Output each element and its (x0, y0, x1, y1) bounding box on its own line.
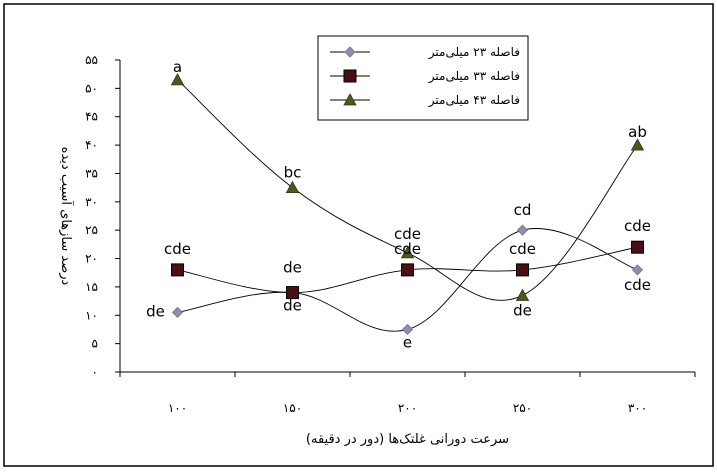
legend-label-23mm: فاصله ۲۳ میلی‌متر (428, 45, 520, 60)
data-label-23mm: e (403, 333, 412, 351)
data-point-43mm (515, 288, 530, 301)
data-point-33mm (516, 263, 529, 277)
y-tick-label: ۴۵ (85, 110, 98, 124)
y-tick-label: ۳۵ (85, 166, 98, 180)
x-tick-label: ۲۰۰ (398, 401, 417, 415)
data-label-43mm: cde (394, 225, 421, 243)
y-tick-label: ۲۰ (85, 252, 98, 266)
x-tick-label: ۱۵۰ (283, 401, 302, 415)
y-tick-label: ۵۵ (85, 53, 98, 67)
data-point-43mm (400, 246, 415, 259)
data-point-43mm (170, 73, 185, 86)
data-label-43mm: de (513, 301, 532, 319)
y-tick-label: ۵ (92, 337, 98, 351)
data-label-23mm: de (146, 302, 165, 320)
y-tick-label: ۱۰ (85, 308, 98, 322)
y-tick-label: ۵۰ (85, 81, 98, 95)
data-point-43mm (285, 180, 300, 194)
y-tick-label: ۴۰ (85, 138, 98, 152)
legend-label-43mm: فاصله ۴۳ میلی‌متر (428, 93, 520, 108)
legend-marker-33mm (343, 69, 357, 83)
data-point-23mm (516, 224, 529, 236)
data-label-33mm: de (283, 259, 302, 277)
legend-marker-23mm (344, 46, 356, 58)
data-point-43mm (630, 138, 645, 151)
y-tick-label: ۳۰ (85, 195, 98, 209)
data-point-33mm (171, 263, 184, 277)
x-tick-label: ۲۵۰ (513, 401, 532, 415)
data-point-33mm (286, 286, 299, 300)
series-line-23mm (177, 228, 638, 332)
y-tick-label: ۰ (92, 365, 98, 379)
data-label-23mm: de (283, 297, 302, 315)
x-tick-label: ۳۰۰ (628, 401, 647, 415)
x-axis-title: سرعت دورانی غلتک‌ها (دور در دقیقه) (306, 432, 509, 447)
data-point-23mm (171, 306, 184, 319)
x-tick-label: ۱۰۰ (168, 401, 187, 415)
data-point-23mm (401, 323, 414, 336)
y-tick-label: ۲۵ (85, 223, 98, 237)
data-point-23mm (631, 264, 644, 276)
data-label-43mm: ab (628, 123, 647, 141)
legend-marker-43mm (343, 93, 357, 106)
data-point-33mm (401, 263, 414, 277)
y-tick-label: ۱۵ (85, 280, 98, 294)
data-label-33mm: cde (509, 240, 536, 258)
y-axis-title: درصد سازهای آسیب دیده (58, 147, 75, 286)
data-label-33mm: cde (394, 240, 421, 258)
data-label-23mm: cd (514, 201, 532, 219)
data-point-33mm (631, 240, 644, 254)
data-label-33mm: cde (624, 217, 651, 235)
legend-label-33mm: فاصله ۳۳ میلی‌متر (428, 69, 520, 84)
data-label-43mm: a (173, 58, 182, 76)
data-label-43mm: bc (284, 164, 302, 182)
data-label-23mm: cde (624, 276, 651, 294)
data-label-33mm: cde (164, 240, 191, 258)
